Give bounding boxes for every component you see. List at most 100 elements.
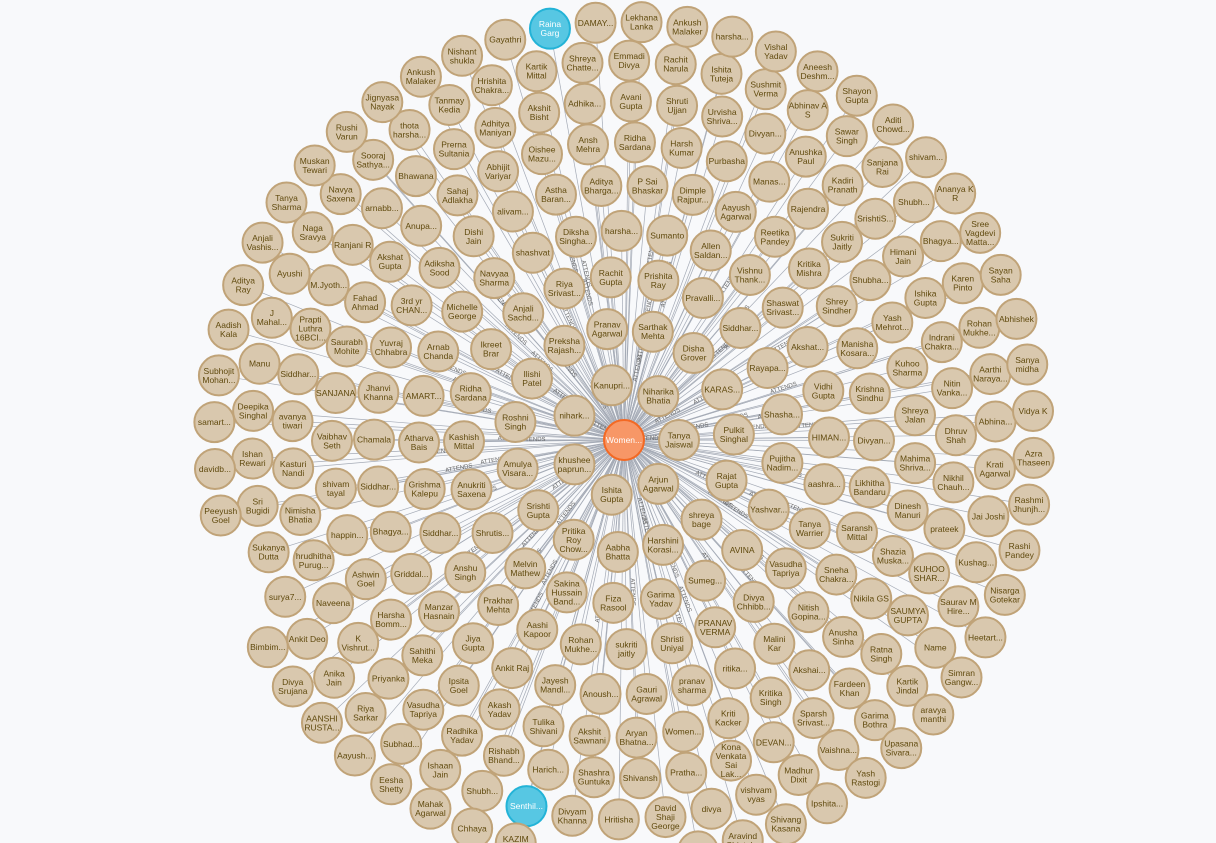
person-node-shazia-muska[interactable]: ShaziaMuska... <box>871 534 914 577</box>
node-circle[interactable] <box>357 371 400 414</box>
node-circle[interactable] <box>937 585 980 628</box>
node-circle[interactable] <box>380 722 423 765</box>
person-node-priyanka[interactable]: Priyanka <box>367 657 410 700</box>
node-circle[interactable] <box>625 672 668 715</box>
person-node-ananya-k-r[interactable]: Ananya KR <box>934 172 977 215</box>
node-circle[interactable] <box>777 754 820 797</box>
node-circle[interactable] <box>222 264 265 307</box>
person-node-hrishita-chakra[interactable]: HrishitaChakra... <box>470 64 513 107</box>
node-circle[interactable] <box>620 1 663 44</box>
person-node-vidya-k[interactable]: Vidya K <box>1012 390 1055 433</box>
person-node-khushee-paprun[interactable]: khusheepaprun... <box>553 443 596 486</box>
person-node-yash-mehrot[interactable]: YashMehrot... <box>871 301 914 344</box>
node-circle[interactable] <box>784 135 827 178</box>
attends-edge[interactable] <box>470 392 625 441</box>
person-node-sumanto[interactable]: Sumanto <box>646 214 689 257</box>
person-node-avina[interactable]: AVINA <box>721 529 764 572</box>
person-node-ankit-deo[interactable]: Ankit Deo <box>286 617 329 660</box>
person-node-3rd-yr-chan[interactable]: 3rd yrCHAN... <box>390 284 433 327</box>
node-circle[interactable] <box>761 442 804 485</box>
node-circle[interactable] <box>232 389 275 432</box>
node-circle[interactable] <box>193 447 236 490</box>
node-circle[interactable] <box>786 89 829 132</box>
node-circle[interactable] <box>300 701 343 744</box>
node-circle[interactable] <box>197 354 240 397</box>
node-circle[interactable] <box>441 714 484 757</box>
node-circle[interactable] <box>419 511 462 554</box>
node-circle[interactable] <box>787 591 830 634</box>
node-circle[interactable] <box>370 326 413 369</box>
node-circle[interactable] <box>744 68 787 111</box>
node-circle[interactable] <box>728 253 771 296</box>
node-circle[interactable] <box>471 512 514 555</box>
person-node-shasha[interactable]: Shasha... <box>761 393 804 436</box>
node-circle[interactable] <box>822 615 865 658</box>
node-circle[interactable] <box>279 494 322 537</box>
node-circle[interactable] <box>803 463 846 506</box>
person-node-sakina-hussain-band[interactable]: SakinaHussainBand... <box>545 571 588 614</box>
node-circle[interactable] <box>449 372 492 415</box>
node-circle[interactable] <box>325 325 368 368</box>
person-node-nikila-gs[interactable]: Nikila GS <box>850 577 893 620</box>
node-circle[interactable] <box>572 756 615 799</box>
node-circle[interactable] <box>631 310 674 353</box>
node-circle[interactable] <box>292 539 335 582</box>
node-circle[interactable] <box>701 368 744 411</box>
node-circle[interactable] <box>474 106 517 149</box>
node-circle[interactable] <box>361 81 404 124</box>
node-circle[interactable] <box>353 418 396 461</box>
person-node-shreya-chatte[interactable]: ShreyaChatte... <box>561 41 604 84</box>
node-circle[interactable] <box>470 328 513 371</box>
node-circle[interactable] <box>973 448 1016 491</box>
node-circle[interactable] <box>398 421 441 464</box>
node-circle[interactable] <box>568 714 611 757</box>
node-circle[interactable] <box>326 514 369 557</box>
person-node-abhinav-a-s[interactable]: Abhinav AS <box>786 89 829 132</box>
person-node-naveena[interactable]: Naveena <box>312 582 355 625</box>
person-node-hritisha[interactable]: Hritisha <box>597 798 640 841</box>
node-circle[interactable] <box>264 575 307 618</box>
person-node-damay[interactable]: DAMAY... <box>574 1 617 44</box>
node-circle[interactable] <box>955 541 998 584</box>
person-node-yashvar[interactable]: Yashvar... <box>747 488 790 531</box>
event-node-women[interactable]: Women... <box>603 419 645 461</box>
node-circle[interactable] <box>681 277 724 320</box>
node-circle[interactable] <box>705 140 748 183</box>
node-circle[interactable] <box>477 584 520 627</box>
person-node-dimple-rajpur[interactable]: DimpleRajpur... <box>671 173 714 216</box>
node-circle[interactable] <box>815 285 858 328</box>
node-circle[interactable] <box>400 204 443 247</box>
person-node-kanupri[interactable]: Kanupri... <box>590 364 633 407</box>
person-node-aashra[interactable]: aashra... <box>803 463 846 506</box>
node-circle[interactable] <box>817 729 860 772</box>
person-node-shaswat-srivast[interactable]: ShaswatSrivast... <box>761 286 804 329</box>
node-circle[interactable] <box>844 756 887 799</box>
node-circle[interactable] <box>399 55 442 98</box>
